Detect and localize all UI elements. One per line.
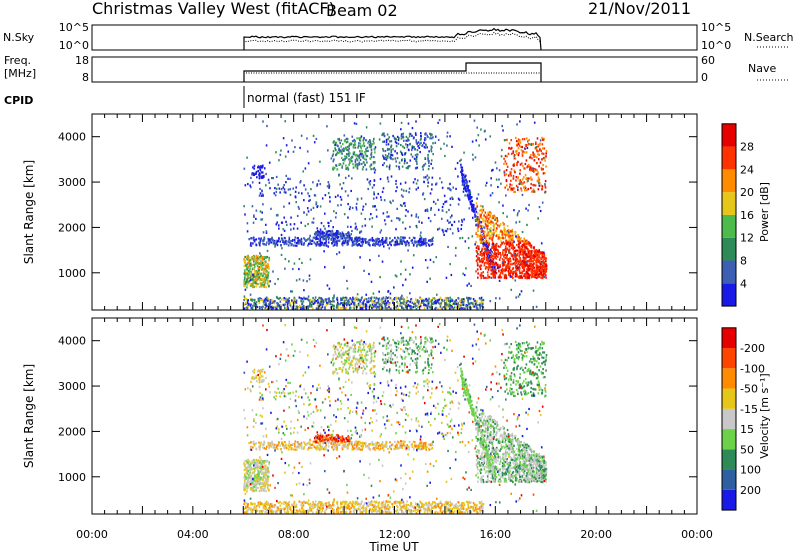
nave-tick-high: 60 [701,54,715,67]
velocity-ylabel: Slant Range [km] [22,364,36,468]
colorbar-cell [722,368,736,389]
nsearch-label: N.Search [744,31,794,44]
y-tick-label: 2000 [58,221,86,234]
y-tick-label: 3000 [58,176,86,189]
y-tick-label: 3000 [58,380,86,393]
freq-trace [243,62,542,82]
velocity-data [243,322,548,515]
date-title: 21/Nov/2011 [588,0,691,18]
colorbar-cell [722,283,736,307]
colorbar-cell [722,214,736,238]
y-tick-label: 2000 [58,425,86,438]
nsearch-trace [245,31,541,43]
power-colorbar-label: Power [dB] [758,182,771,242]
colorbar-tick-label: 20 [740,186,754,199]
freq-tick-high: 18 [75,54,89,67]
colorbar-tick-label: 28 [740,141,754,154]
colorbar-tick-label: 50 [740,443,754,456]
colorbar-cell [722,260,736,284]
x-tick-label: 12:00 [379,528,411,541]
power-panel: 1000 2000 3000 4000 Slant Range [km] [22,113,698,311]
nave-label: Nave [748,62,776,75]
velocity-frame [91,317,698,515]
nsky-tick-high: 10^5 [59,21,89,34]
freq-panel: Freq. [MHz] 18 8 60 0 Nave [4,54,790,84]
colorbar-tick-label: -15 [740,403,758,416]
colorbar-cell [722,237,736,261]
colorbar-cell [722,327,736,349]
colorbar-tick-label: 24 [740,163,754,176]
time-xlabel: Time UT [368,540,419,554]
x-tick-label: 16:00 [479,528,511,541]
beam-title: Beam 02 [326,1,398,20]
nsearch-tick-high: 10^5 [701,21,731,34]
colorbar-frame [721,123,737,307]
colorbar-tick-label: 8 [740,255,747,268]
nsky-panel: N.Sky 10^5 10^0 10^5 10^0 N.Search [3,21,794,52]
colorbar-tick-label: 200 [740,484,761,497]
colorbar-cell [722,348,736,369]
y-tick-label: 1000 [58,471,86,484]
power-data [243,118,548,311]
x-tick-label: 00:00 [76,528,108,541]
x-tick-label: 20:00 [580,528,612,541]
colorbar-cell [722,408,736,430]
velocity-colorbar: Velocity [m s⁻¹] 200 100 50 15 -15 -50 -100 -20… [721,327,771,511]
colorbar-cell [722,469,736,490]
colorbar-cell [722,489,736,511]
freq-frame [91,56,698,83]
power-colorbar: Power [dB] 4 8 12 16 20 24 28 [721,123,771,307]
x-tick-label: 04:00 [177,528,209,541]
nsky-frame [91,24,698,51]
colorbar-tick-label: -50 [740,383,758,396]
colorbar-tick-label: 4 [740,277,747,290]
y-tick-label: 1000 [58,267,86,280]
colorbar-tick-label: 15 [740,423,754,436]
colorbar-cell [722,192,736,215]
nave-tick-low: 0 [701,71,708,84]
colorbar-tick-label: 100 [740,464,761,477]
y-tick-label: 4000 [58,335,86,348]
freq-unit-label: [MHz] [4,67,36,80]
colorbar-tick-label: -100 [740,362,765,375]
freq-label: Freq. [4,54,31,67]
velocity-colorbar-label: Velocity [m s⁻¹] [758,373,771,458]
station-title: Christmas Valley West (fitACF) [92,0,335,18]
y-tick-label: 4000 [58,131,86,144]
nsky-tick-low: 10^0 [59,39,89,52]
colorbar-tick-label: 12 [740,232,754,245]
freq-tick-low: 8 [82,71,89,84]
colorbar-cell [722,123,736,147]
power-frame [91,113,698,311]
nsearch-tick-low: 10^0 [701,39,731,52]
nsky-trace [243,27,542,51]
x-tick-label: 00:00 [681,528,713,541]
colorbar-cell [722,146,736,170]
colorbar-tick-label: -200 [740,342,765,355]
colorbar-frame [721,327,737,511]
colorbar-cell [722,169,736,193]
velocity-panel: 1000 2000 3000 4000 00:00 04:00 08:00 12:00 16:0… [22,317,713,554]
nsky-label: N.Sky [3,31,35,44]
colorbar-tick-label: 16 [740,209,754,222]
cpid-mode: normal (fast) 151 IF [247,91,366,105]
colorbar-cell [722,449,736,470]
cpid-label: CPID [4,94,33,107]
power-ylabel: Slant Range [km] [22,160,36,264]
colorbar-cell [722,388,736,409]
x-tick-label: 08:00 [278,528,310,541]
colorbar-cell [722,429,736,450]
